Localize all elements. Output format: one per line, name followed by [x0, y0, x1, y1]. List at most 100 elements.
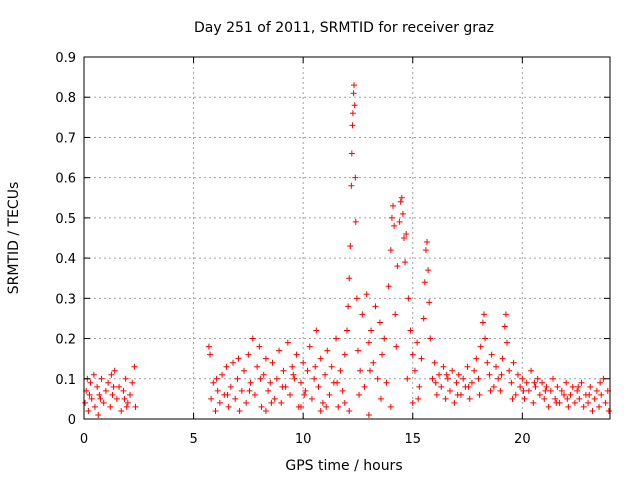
data-point [334, 379, 341, 386]
data-point [502, 311, 509, 318]
data-point [268, 399, 275, 406]
data-point [212, 407, 219, 414]
data-point [597, 379, 604, 386]
data-point [312, 363, 319, 370]
data-point [593, 387, 600, 394]
data-point [587, 383, 594, 390]
data-point [346, 275, 353, 282]
data-point [339, 387, 346, 394]
y-tick-label: 0.3 [55, 292, 76, 307]
data-point [476, 391, 483, 398]
data-point [238, 387, 245, 394]
data-point [108, 371, 115, 378]
data-point [394, 263, 401, 270]
data-point [528, 367, 535, 374]
data-point [91, 403, 98, 410]
data-point [269, 359, 276, 366]
data-point [348, 182, 355, 189]
data-point [512, 391, 519, 398]
data-point [110, 383, 117, 390]
data-point [466, 395, 473, 402]
data-point [352, 218, 359, 225]
data-point [207, 351, 214, 358]
grid-lines [84, 57, 610, 419]
y-tick-label: 0 [68, 413, 76, 428]
data-point [477, 343, 484, 350]
data-point [383, 379, 390, 386]
chart-title: Day 251 of 2011, SRMTID for receiver gra… [194, 20, 494, 36]
y-tick-label: 0.2 [55, 333, 76, 348]
data-point [365, 339, 372, 346]
data-point [322, 371, 329, 378]
data-point [560, 391, 567, 398]
data-point [541, 395, 548, 402]
data-point [335, 403, 342, 410]
data-point [396, 218, 403, 225]
data-point [276, 347, 283, 354]
data-point [376, 319, 383, 326]
data-point [387, 403, 394, 410]
data-point [530, 399, 537, 406]
data-point [349, 122, 356, 129]
data-point [409, 399, 416, 406]
data-point [121, 395, 128, 402]
data-point [509, 395, 516, 402]
data-point [370, 359, 377, 366]
x-axis-label: GPS time / hours [285, 458, 402, 474]
data-point [497, 387, 504, 394]
data-point [111, 367, 118, 374]
data-point [94, 383, 101, 390]
data-point [278, 399, 285, 406]
data-point [393, 343, 400, 350]
data-point [251, 391, 258, 398]
data-point [510, 359, 517, 366]
data-point [605, 407, 612, 414]
data-point [402, 259, 409, 266]
data-point [98, 375, 105, 382]
y-tick-label: 0.7 [55, 131, 76, 146]
y-tick-label: 0.4 [55, 252, 76, 267]
data-point [508, 379, 515, 386]
data-point [224, 391, 231, 398]
data-point [468, 379, 475, 386]
data-point [454, 391, 461, 398]
data-point [341, 351, 348, 358]
data-point [480, 311, 487, 318]
data-point [82, 399, 89, 406]
data-point [453, 379, 460, 386]
data-point [520, 387, 527, 394]
data-point [290, 371, 297, 378]
y-tick-label: 0.5 [55, 212, 76, 227]
data-point [569, 383, 576, 390]
data-point [534, 375, 541, 382]
data-point [591, 395, 598, 402]
data-point [415, 395, 422, 402]
data-point [246, 387, 253, 394]
data-point [400, 235, 407, 241]
data-point [109, 391, 116, 398]
data-point [567, 391, 574, 398]
data-point [326, 391, 333, 398]
data-point [88, 395, 95, 402]
data-point [473, 355, 480, 362]
data-point [123, 403, 130, 410]
data-point [503, 339, 510, 346]
y-tick-label: 0.8 [55, 91, 76, 106]
data-point [576, 395, 583, 402]
data-point [223, 363, 230, 370]
data-point [525, 387, 532, 394]
data-point [598, 391, 605, 398]
data-point [368, 327, 375, 334]
data-point [367, 367, 374, 374]
plot-frame [83, 56, 611, 420]
data-point [337, 367, 344, 374]
data-point [490, 383, 497, 390]
data-point [300, 359, 307, 366]
data-point [482, 335, 489, 342]
data-point [131, 363, 138, 370]
data-point [216, 399, 223, 406]
data-point [113, 395, 120, 402]
data-point [372, 303, 379, 310]
data-point [423, 239, 430, 246]
